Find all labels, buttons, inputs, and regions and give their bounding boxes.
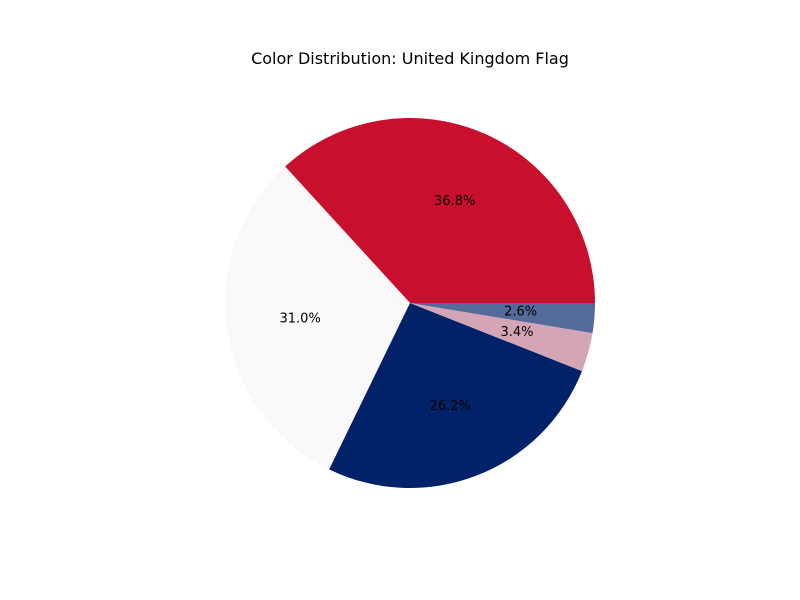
pie-slices xyxy=(224,117,595,489)
pie-slice-label-2: 31.0% xyxy=(280,311,321,326)
pie-slice-label-4: 3.4% xyxy=(500,325,533,340)
pie-slice-2 xyxy=(224,166,410,470)
pie-slice-4 xyxy=(410,303,593,372)
chart-title: Color Distribution: United Kingdom Flag xyxy=(251,49,569,68)
pie-slice-label-1: 36.8% xyxy=(434,194,475,209)
pie-slice-1 xyxy=(285,117,595,303)
pie-slice-3 xyxy=(329,303,583,489)
pie-slice-5 xyxy=(410,303,595,334)
pie-slice-label-5: 2.6% xyxy=(504,305,537,320)
pie-slice-label-3: 26.2% xyxy=(430,399,471,414)
pie-labels: 36.8% 31.0% 26.2% 3.4% 2.6% xyxy=(280,194,538,414)
